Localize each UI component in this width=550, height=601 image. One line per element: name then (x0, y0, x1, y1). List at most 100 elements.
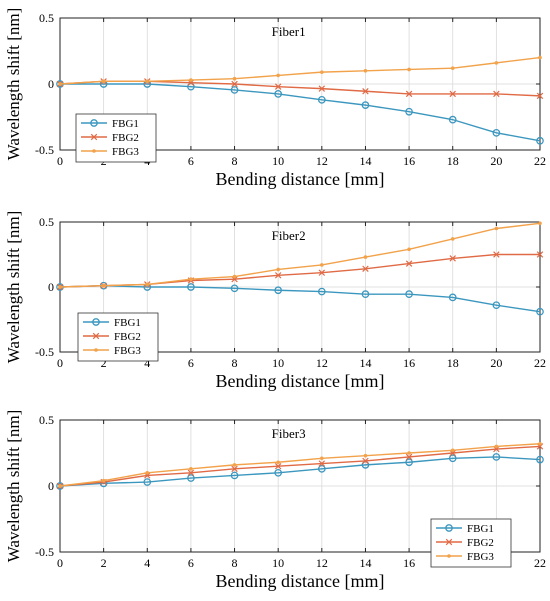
legend-item: FBG3 (83, 345, 141, 357)
x-tick-label: 18 (447, 154, 459, 168)
x-tick-label: 6 (188, 154, 194, 168)
data-point (274, 286, 283, 295)
x-tick-label: 8 (232, 356, 238, 370)
data-point (536, 251, 544, 258)
x-tick-label: 16 (403, 154, 415, 168)
data-point (189, 78, 193, 82)
data-point (274, 272, 282, 279)
data-point (450, 66, 455, 70)
x-tick-label: 10 (272, 356, 284, 370)
legend-marker (90, 119, 98, 127)
legend-label: FBG2 (467, 537, 494, 549)
data-point (405, 107, 413, 116)
data-point (276, 460, 280, 465)
x-tick-label: 2 (101, 356, 107, 370)
data-point (405, 453, 413, 461)
x-tick-label: 10 (272, 154, 284, 168)
x-tick-label: 22 (534, 556, 546, 570)
x-axis-label: Bending distance [mm] (216, 571, 385, 591)
y-tick-label: 0.5 (39, 413, 54, 427)
x-tick-label: 2 (101, 556, 107, 570)
data-point (449, 90, 456, 98)
data-point (58, 82, 62, 86)
legend-box (77, 312, 159, 362)
data-point (362, 457, 369, 465)
data-point (230, 86, 239, 94)
legend-item: FBG2 (81, 132, 139, 144)
x-tick-label: 4 (144, 556, 150, 570)
data-point (317, 464, 326, 473)
legend-marker (92, 318, 100, 326)
y-tick-label: 0 (48, 479, 54, 493)
data-point (318, 269, 326, 276)
data-point (187, 283, 195, 291)
data-point (405, 260, 413, 267)
data-point (187, 79, 195, 86)
data-point (492, 453, 501, 461)
data-point (187, 469, 195, 477)
series-fbg2 (56, 251, 544, 291)
legend: FBG1 FBG2 FBG3 (430, 518, 512, 568)
data-point (407, 247, 411, 252)
x-tick-label: 6 (188, 356, 194, 370)
data-point (58, 285, 62, 289)
legend-label: FBG3 (112, 146, 139, 158)
x-tick-label: 14 (359, 556, 371, 570)
data-point (361, 290, 370, 298)
legend-item: FBG1 (436, 523, 494, 535)
data-point (231, 465, 238, 473)
data-point (363, 69, 368, 73)
data-point (145, 282, 150, 287)
data-point (317, 95, 326, 104)
legend: FBG1 FBG2 FBG3 (77, 312, 159, 362)
data-point (361, 101, 370, 109)
legend-marker (90, 133, 98, 141)
legend-marker (92, 332, 100, 340)
data-point (189, 467, 193, 471)
legend-item: FBG1 (81, 118, 139, 130)
data-point (407, 67, 411, 72)
data-point (362, 265, 369, 273)
data-point (449, 255, 456, 262)
series-fbg1 (56, 80, 544, 145)
data-point (450, 237, 455, 241)
legend-marker (92, 149, 96, 153)
legend-marker (94, 348, 98, 352)
x-tick-label: 16 (403, 356, 415, 370)
chart-title: Fiber2 (272, 228, 306, 243)
x-tick-label: 12 (316, 556, 328, 570)
data-point (232, 76, 237, 81)
data-point (230, 471, 239, 480)
x-tick-label: 22 (534, 356, 546, 370)
data-point (405, 90, 413, 98)
x-tick-label: 4 (144, 356, 150, 370)
data-point (187, 474, 195, 482)
legend-box (430, 518, 512, 568)
data-point (538, 55, 542, 60)
series-line (59, 456, 541, 487)
data-point (407, 451, 411, 455)
series-fbg2 (56, 443, 544, 490)
data-point (538, 441, 542, 446)
y-tick-label: -0.5 (35, 143, 54, 157)
x-tick-label: 20 (490, 356, 502, 370)
data-point (493, 90, 500, 98)
x-axis-label: Bending distance [mm] (216, 371, 385, 391)
legend-label: FBG2 (114, 331, 141, 343)
x-axis-label: Bending distance [mm] (216, 169, 385, 189)
legend-item: FBG1 (83, 317, 141, 329)
y-tick-label: -0.5 (35, 545, 54, 559)
y-tick-label: 0 (48, 280, 54, 294)
data-point (231, 80, 238, 88)
data-point (317, 287, 326, 296)
data-point (536, 307, 544, 316)
x-tick-label: 12 (316, 154, 328, 168)
data-point (494, 444, 499, 449)
y-axis-label: Wavelength shift [nm] (4, 410, 23, 563)
data-point (536, 136, 544, 145)
data-point (448, 115, 457, 124)
data-point (274, 83, 282, 90)
data-point (450, 448, 455, 453)
